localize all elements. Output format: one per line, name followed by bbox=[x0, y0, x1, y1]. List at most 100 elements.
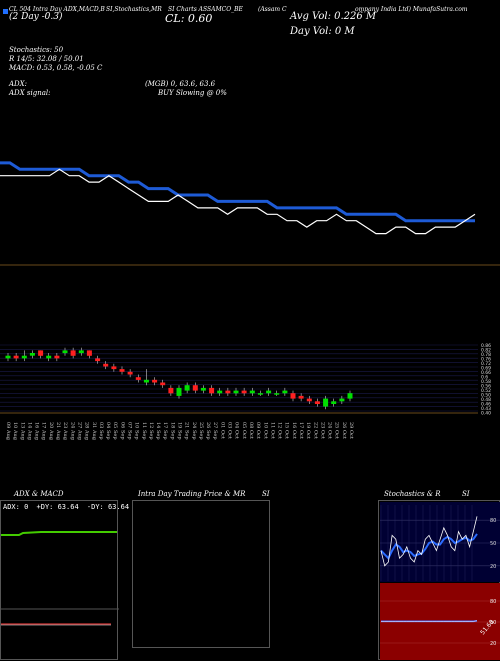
stochastics-r-readout: R 14/5: 32.08 / 50.01 bbox=[9, 55, 84, 63]
candle bbox=[184, 385, 190, 391]
price-axis-label: 0.66 bbox=[481, 370, 491, 376]
candle bbox=[233, 390, 239, 394]
date-label: 19 Oct bbox=[305, 422, 311, 439]
candle bbox=[127, 371, 133, 375]
date-label: 17 Sep bbox=[162, 422, 168, 440]
price-axis-label: 0.52 bbox=[481, 388, 491, 394]
header-title-left: CL 504 Intra Day ADX,MACD,B bbox=[9, 6, 105, 13]
candle bbox=[21, 355, 27, 359]
price-axis-label: 0.69 bbox=[481, 366, 491, 372]
candle bbox=[200, 387, 206, 391]
avg-volume: Avg Vol: 0.226 M bbox=[290, 11, 377, 22]
candle bbox=[78, 350, 84, 354]
date-label: 29 Oct bbox=[348, 422, 354, 439]
adx-macd-title: ADX & MACD bbox=[14, 490, 64, 498]
date-label: 04 Oct bbox=[234, 422, 240, 439]
date-label: 26 Sep bbox=[205, 422, 211, 440]
date-label: 21 Aug bbox=[55, 422, 61, 441]
stochastics-readout: Stochastics: 50 bbox=[9, 46, 64, 54]
candle bbox=[331, 401, 337, 404]
date-label: 03 Sep bbox=[98, 422, 104, 440]
date-label: 23 Oct bbox=[319, 422, 325, 439]
date-label: 23 Aug bbox=[62, 422, 68, 441]
price-axis-label: 0.46 bbox=[481, 402, 491, 408]
candle bbox=[290, 393, 296, 399]
candle bbox=[46, 355, 52, 359]
intraday-title-right: SI bbox=[262, 490, 270, 498]
stochastics-tick: 20 bbox=[490, 564, 496, 570]
stochastics-title-right: SI bbox=[462, 490, 470, 498]
date-label: 28 Aug bbox=[84, 422, 90, 441]
price-axis-label: 0.86 bbox=[481, 343, 491, 349]
rsi-signal-line bbox=[381, 620, 478, 622]
candle bbox=[143, 379, 149, 383]
price-axis-label: 0.56 bbox=[481, 384, 491, 390]
date-label: 14 Sep bbox=[155, 422, 161, 440]
price-axis-label: 0.50 bbox=[481, 393, 491, 399]
candle bbox=[339, 398, 345, 402]
date-label: 15 Oct bbox=[284, 422, 290, 439]
adx-label: ADX: bbox=[9, 80, 28, 88]
candle bbox=[192, 385, 198, 391]
date-label: 09 Aug bbox=[5, 422, 11, 441]
date-label: 24 Aug bbox=[69, 422, 75, 441]
candle bbox=[103, 363, 109, 367]
stochastics-tick: 80 bbox=[490, 518, 496, 524]
date-label: 07 Sep bbox=[127, 422, 133, 440]
day-change: (2 Day -0.3) bbox=[9, 12, 63, 22]
date-label: 20 Aug bbox=[48, 422, 54, 441]
stochastics-title: Stochastics & R bbox=[384, 490, 441, 498]
price-axis-label: 0.58 bbox=[481, 379, 491, 385]
date-label: 17 Aug bbox=[41, 422, 47, 441]
price-axis-label: 0.6 bbox=[481, 375, 488, 381]
header-title-far: ompany India Ltd) MunafaSutra.com bbox=[355, 6, 468, 13]
candle bbox=[168, 387, 174, 394]
date-label: 10 Sep bbox=[134, 422, 140, 440]
date-label: 27 Aug bbox=[77, 422, 83, 441]
adx-signal-label: ADX signal: bbox=[9, 89, 51, 97]
price-axis-label: 0.40 bbox=[481, 411, 491, 417]
stochastics-panel: 80 50 20 80 50 20 51.68 bbox=[378, 500, 500, 660]
date-label: 12 Oct bbox=[277, 422, 283, 439]
candle bbox=[38, 350, 44, 356]
date-label: 21 Sep bbox=[184, 422, 190, 440]
date-label: 11 Oct bbox=[269, 422, 275, 439]
date-label: 05 Oct bbox=[241, 422, 247, 439]
candle bbox=[135, 377, 141, 380]
date-label: 16 Oct bbox=[291, 422, 297, 439]
header-title-right: (Assam C bbox=[258, 6, 287, 13]
date-label: 31 Aug bbox=[91, 422, 97, 441]
rsi-tick: 20 bbox=[490, 641, 496, 647]
candle bbox=[119, 369, 125, 372]
candle bbox=[225, 390, 231, 394]
candle bbox=[323, 398, 329, 407]
main-chart: 0.860.820.780.760.720.690.660.60.580.560… bbox=[0, 161, 500, 441]
candle bbox=[111, 366, 117, 370]
legend-square bbox=[3, 9, 8, 14]
header-title-mid1: SI,Stochastics,MR bbox=[106, 6, 162, 13]
stochastics-background bbox=[380, 502, 500, 582]
candle bbox=[282, 390, 288, 394]
date-label: 10 Oct bbox=[262, 422, 268, 439]
date-label: 05 Sep bbox=[112, 422, 118, 440]
candle bbox=[176, 387, 182, 396]
candle bbox=[347, 393, 353, 399]
date-label: 22 Oct bbox=[312, 422, 318, 439]
intraday-panel bbox=[132, 500, 270, 648]
adx-signal-value: BUY Slowing @ 0% bbox=[158, 89, 227, 97]
price-line bbox=[0, 168, 476, 235]
candle bbox=[29, 353, 35, 356]
candle bbox=[13, 355, 19, 359]
price-axis-label: 0.43 bbox=[481, 406, 491, 412]
candle bbox=[86, 350, 92, 356]
date-label: 25 Oct bbox=[334, 422, 340, 439]
price-axis-label: 0.78 bbox=[481, 352, 491, 358]
adx-readout-1: ADX: 0 bbox=[3, 503, 29, 511]
candle bbox=[257, 393, 263, 395]
candle bbox=[160, 382, 166, 386]
candle bbox=[249, 390, 255, 394]
close-price: CL: 0.60 bbox=[165, 12, 213, 25]
moving-average-line bbox=[0, 161, 475, 223]
adx-readout-2: +DY: 63.64 bbox=[36, 503, 79, 511]
